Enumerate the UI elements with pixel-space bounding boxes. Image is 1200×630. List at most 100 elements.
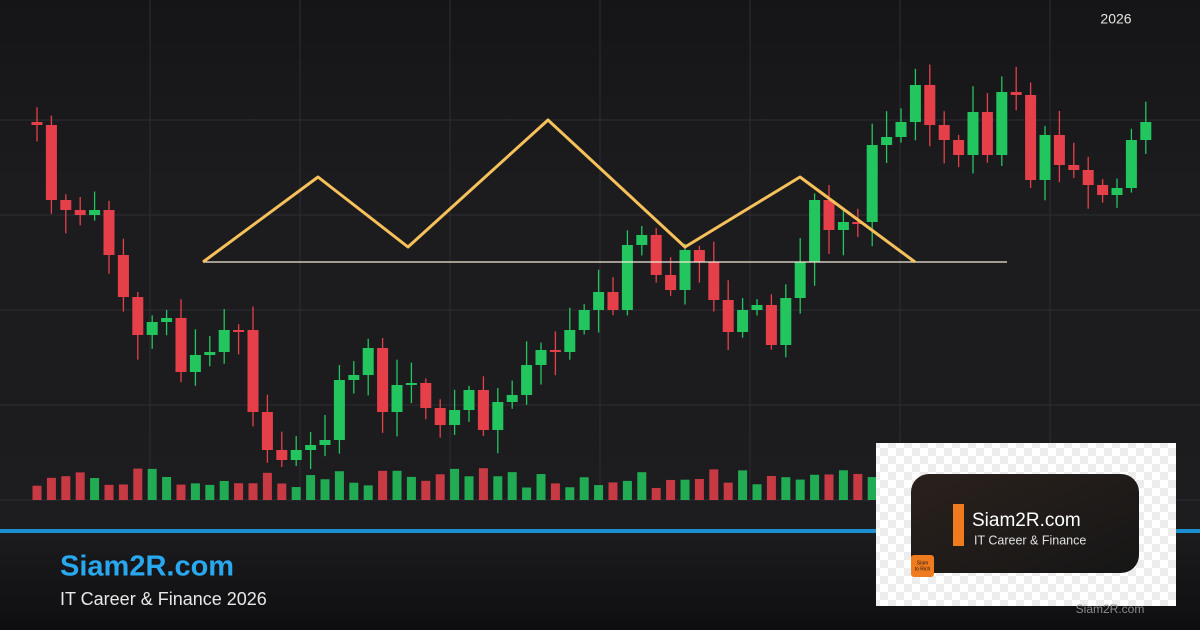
candle-body xyxy=(722,300,734,332)
logo-badge xyxy=(911,555,934,577)
candle-body xyxy=(74,210,86,215)
brand-title: Siam2R.com xyxy=(60,551,234,583)
volume-bar xyxy=(781,477,791,500)
volume-bar xyxy=(75,472,85,500)
volume-bar xyxy=(46,477,56,500)
candle-body xyxy=(621,245,633,310)
candle-body xyxy=(780,298,792,345)
candle-body xyxy=(1125,140,1137,188)
candle-body xyxy=(261,412,273,450)
candle-body xyxy=(506,395,518,402)
badge-line: Siam xyxy=(917,560,928,566)
candle-body xyxy=(737,310,749,332)
candle-body xyxy=(549,350,561,352)
candle-body xyxy=(535,350,547,365)
volume-bar xyxy=(723,482,733,500)
logo-card xyxy=(911,474,1139,573)
candle-body xyxy=(953,140,965,155)
candle-body xyxy=(866,145,878,222)
candle-body xyxy=(1097,185,1109,195)
candle-body xyxy=(477,390,489,430)
candle-body xyxy=(1111,188,1123,195)
candle-body xyxy=(765,305,777,345)
candle-body xyxy=(1039,135,1051,180)
volume-bar xyxy=(349,482,359,500)
candle-body xyxy=(665,275,677,290)
candle-body xyxy=(290,450,302,460)
logo-subtitle: IT Career & Finance xyxy=(974,533,1086,547)
candle-body xyxy=(1010,92,1022,95)
volume-bar xyxy=(219,480,229,500)
volume-bar xyxy=(637,472,647,500)
volume-bar xyxy=(118,484,128,500)
candle-body xyxy=(305,445,317,450)
volume-bar xyxy=(565,487,575,500)
candle-body xyxy=(708,262,720,300)
volume-bar xyxy=(766,475,776,500)
candle-body xyxy=(449,410,461,425)
volume-bar xyxy=(190,483,200,500)
candle-body xyxy=(60,200,72,210)
candle-body xyxy=(117,255,129,297)
candle-body xyxy=(89,210,101,215)
candle-body xyxy=(578,310,590,330)
volume-bar xyxy=(493,476,503,500)
volume-bar xyxy=(234,483,244,500)
volume-bar xyxy=(90,478,100,500)
volume-bar xyxy=(32,485,42,500)
candle-body xyxy=(189,355,201,372)
volume-bar xyxy=(104,484,114,500)
candle-body xyxy=(924,85,936,125)
volume-bar xyxy=(291,487,301,500)
candle-body xyxy=(1053,135,1065,165)
volume-bar xyxy=(608,482,618,500)
candle-body xyxy=(233,330,245,332)
volume-bar xyxy=(262,472,272,500)
candle-body xyxy=(938,125,950,140)
volume-bar xyxy=(738,470,748,500)
candle-body xyxy=(218,330,230,352)
candle-body xyxy=(175,318,187,372)
candle-body xyxy=(809,200,821,262)
candle-body xyxy=(463,390,475,410)
volume-bar xyxy=(162,476,172,500)
candle-body xyxy=(103,210,115,255)
volume-bar xyxy=(838,470,848,500)
candle-body xyxy=(650,235,662,275)
candle-body xyxy=(420,383,432,408)
volume-bar xyxy=(579,477,589,500)
brand-subtitle: IT Career & Finance 2026 xyxy=(60,589,267,609)
volume-bar xyxy=(277,483,287,500)
logo-panel: Siam2R.com IT Career & Finance Siam to R… xyxy=(876,443,1176,606)
candle-body xyxy=(679,250,691,290)
volume-bar xyxy=(406,476,416,500)
candle-body xyxy=(391,385,403,412)
volume-bar xyxy=(795,479,805,500)
volume-bar xyxy=(334,471,344,500)
volume-bar xyxy=(435,474,445,500)
candle-body xyxy=(362,348,374,375)
candle-body xyxy=(607,292,619,310)
candle-body xyxy=(967,112,979,155)
candle-body xyxy=(895,122,907,137)
candle-body xyxy=(132,297,144,335)
volume-bar xyxy=(464,476,474,500)
volume-bar xyxy=(522,487,532,500)
badge-line: to Rich xyxy=(915,566,931,572)
volume-bar xyxy=(133,468,143,500)
volume-bar xyxy=(421,480,431,500)
candle-body xyxy=(333,380,345,440)
candle-body xyxy=(1140,122,1152,140)
candle-body xyxy=(981,112,993,155)
candle-body xyxy=(837,222,849,230)
logo-bar xyxy=(953,504,964,546)
candle-body xyxy=(1068,165,1080,170)
candle-body xyxy=(276,450,288,460)
candle-body xyxy=(852,222,864,224)
volume-bar xyxy=(450,468,460,500)
volume-bar xyxy=(478,468,488,500)
candle-body xyxy=(823,200,835,230)
watermark: Siam2R.com xyxy=(1076,602,1145,616)
candle-body xyxy=(794,262,806,298)
